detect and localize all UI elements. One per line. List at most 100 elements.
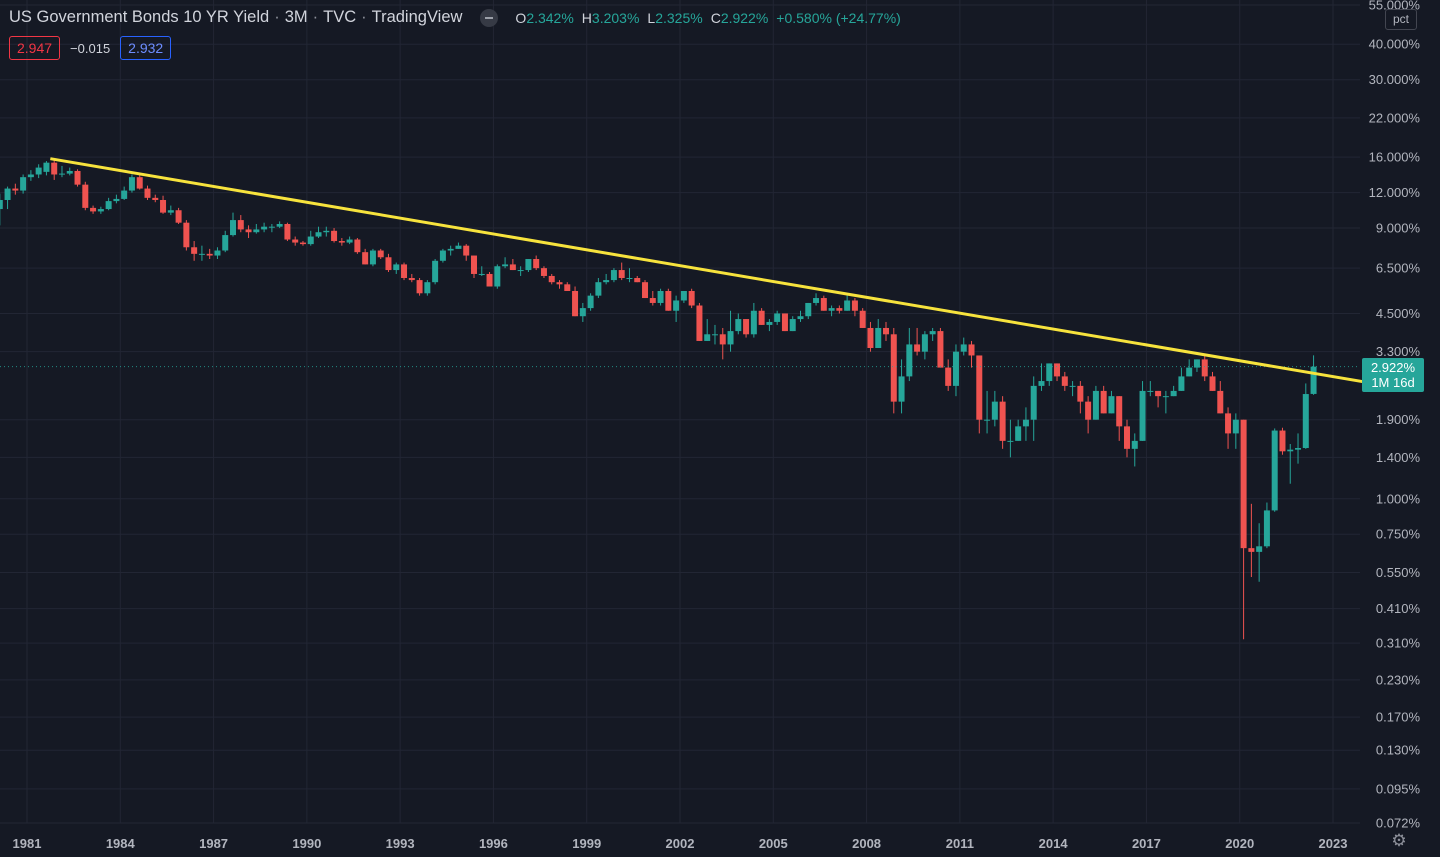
x-tick-label: 2014 [1039, 836, 1069, 851]
interval-label[interactable]: 3M [284, 8, 308, 26]
candle-down [144, 185, 151, 201]
candle-down [183, 220, 190, 251]
candle-body [1007, 440, 1014, 442]
candle-up [1131, 433, 1138, 467]
candle-body [377, 250, 384, 258]
sell-button[interactable]: 2.947 [9, 36, 61, 60]
candle-down [719, 327, 726, 360]
candle-up [20, 174, 27, 194]
candle-body [719, 334, 726, 345]
candle-body [789, 319, 796, 332]
collapse-icon[interactable] [480, 8, 499, 27]
candle-body [97, 209, 104, 212]
candle-up [346, 236, 353, 245]
candle-down [152, 194, 159, 203]
trendline[interactable] [50, 157, 1374, 385]
candle-body [844, 300, 851, 311]
candle-down [1061, 371, 1068, 391]
candle-down [362, 248, 369, 265]
y-tick-label: 0.130% [1376, 743, 1421, 758]
y-tick-label: 0.072% [1376, 816, 1421, 831]
candle-up [587, 293, 594, 311]
candle-up [261, 222, 268, 233]
candle-up [906, 327, 913, 382]
candle-body [704, 334, 711, 341]
y-tick-label: 1.400% [1376, 450, 1421, 465]
scale-mode-button[interactable]: pct [1385, 9, 1417, 30]
candle-down [533, 255, 540, 271]
candle-up [222, 230, 229, 253]
candle-body [51, 162, 58, 175]
candle-up [1030, 376, 1037, 441]
low-key: L [647, 9, 656, 26]
candle-body [284, 224, 291, 240]
high-value: 3.203% [591, 9, 640, 26]
symbol-title[interactable]: US Government Bonds 10 YR Yield [9, 8, 270, 26]
candle-up [603, 273, 610, 285]
candle-body [152, 197, 159, 201]
candle-down [354, 238, 361, 254]
candle-body [533, 259, 540, 269]
candle-body [82, 184, 89, 208]
candle-up [1007, 419, 1014, 458]
candle-down [937, 327, 944, 368]
y-tick-label: 22.000% [1369, 110, 1421, 125]
candle-down [90, 205, 97, 214]
high-key: H [581, 9, 592, 26]
y-tick-label: 16.000% [1369, 150, 1421, 165]
candle-body [820, 298, 827, 311]
candle-up [1271, 428, 1278, 512]
candle-down [191, 241, 198, 261]
candle-body [603, 280, 610, 283]
candle-body [105, 201, 112, 210]
candle-up [105, 197, 112, 211]
candle-body [548, 275, 555, 283]
candle-down [1217, 381, 1224, 414]
candle-up [1108, 390, 1115, 414]
candle-body [237, 220, 244, 230]
candle-body [74, 170, 81, 185]
candle-body [43, 162, 50, 172]
candle-body [346, 239, 353, 243]
candle-down [1155, 390, 1162, 408]
candle-body [1022, 419, 1029, 427]
y-tick-label: 0.095% [1376, 781, 1421, 796]
candle-body [128, 177, 135, 191]
candle-body [35, 167, 42, 175]
candle-body [618, 270, 625, 279]
candle-down [556, 280, 563, 289]
candle-down [548, 273, 555, 285]
separator-dot: · [312, 8, 319, 26]
candle-body [657, 290, 664, 303]
x-tick-label: 1996 [479, 836, 508, 851]
candle-body [447, 248, 454, 251]
candle-down [284, 222, 291, 242]
candle-up [439, 248, 446, 263]
gear-icon[interactable]: ⚙ [1391, 831, 1407, 850]
candle-body [385, 257, 392, 271]
candle-down [851, 298, 858, 317]
candle-up [198, 245, 205, 261]
candle-down [968, 340, 975, 368]
candle-body [758, 310, 765, 325]
x-tick-label: 1984 [106, 836, 136, 851]
x-tick-label: 1987 [199, 836, 228, 851]
trade-panel: 2.947 −0.015 2.932 [9, 36, 172, 60]
candle-body [253, 229, 260, 233]
candle-body [261, 226, 268, 230]
candle-body [1279, 430, 1286, 452]
candles-layer [0, 158, 1317, 640]
candle-body [1155, 390, 1162, 397]
candle-body [362, 252, 369, 265]
candle-body [976, 355, 983, 420]
x-axis-labels: 1981 1984 1987 1990 1993 1996 1999 2002 2005 2008… [13, 836, 1348, 851]
candle-up [595, 278, 602, 299]
source-label: TradingView [371, 8, 463, 26]
candle-body [634, 278, 641, 283]
candle-body [1193, 359, 1200, 368]
candle-down [1100, 385, 1107, 414]
buy-button[interactable]: 2.932 [120, 36, 172, 60]
candle-body [1116, 396, 1123, 427]
candle-up [1022, 407, 1029, 441]
